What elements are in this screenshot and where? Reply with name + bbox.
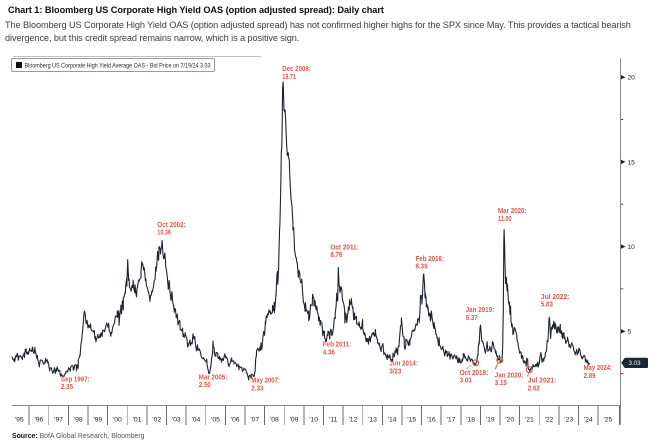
svg-text:'20: '20 [505, 417, 514, 424]
svg-text:5.83: 5.83 [541, 302, 553, 309]
svg-text:2.89: 2.89 [584, 373, 596, 380]
svg-text:2.62: 2.62 [528, 385, 540, 392]
svg-text:'21: '21 [525, 417, 534, 424]
svg-text:Jan 2020:: Jan 2020: [495, 372, 524, 379]
svg-text:'06: '06 [231, 417, 240, 424]
svg-text:8.76: 8.76 [330, 252, 342, 259]
svg-text:'05: '05 [211, 417, 220, 424]
svg-text:'10: '10 [309, 417, 318, 424]
svg-text:'24: '24 [584, 417, 593, 424]
svg-text:'16: '16 [427, 417, 436, 424]
svg-text:8.39: 8.39 [416, 264, 428, 271]
svg-text:19.71: 19.71 [282, 74, 296, 81]
svg-text:'03: '03 [172, 417, 181, 424]
svg-text:'08: '08 [270, 417, 279, 424]
svg-text:'13: '13 [368, 417, 377, 424]
svg-text:'04: '04 [191, 417, 200, 424]
svg-text:3.15: 3.15 [495, 380, 507, 387]
svg-text:Jun 2014:: Jun 2014: [389, 361, 418, 368]
svg-text:'98: '98 [74, 417, 83, 424]
svg-text:'18: '18 [466, 417, 475, 424]
svg-text:'01: '01 [133, 417, 142, 424]
svg-text:Mar 2020:: Mar 2020: [498, 208, 527, 215]
svg-text:'25: '25 [603, 417, 612, 424]
svg-text:2.50: 2.50 [199, 382, 211, 389]
svg-text:5: 5 [628, 329, 632, 336]
svg-text:'17: '17 [447, 417, 456, 424]
svg-text:5.37: 5.37 [466, 315, 478, 322]
svg-text:'15: '15 [407, 417, 416, 424]
svg-text:20: 20 [628, 75, 636, 82]
svg-text:Jan 2019:: Jan 2019: [466, 307, 495, 314]
svg-text:'95: '95 [15, 417, 24, 424]
svg-text:3/23: 3/23 [389, 368, 401, 375]
svg-text:May 2007:: May 2007: [251, 378, 280, 385]
svg-text:15: 15 [628, 159, 636, 166]
svg-text:Oct 2002:: Oct 2002: [157, 222, 186, 229]
svg-text:'11: '11 [329, 417, 338, 424]
svg-text:Sep 1997:: Sep 1997: [61, 376, 90, 383]
svg-text:2.33: 2.33 [251, 385, 263, 392]
svg-text:Oct 2011:: Oct 2011: [330, 245, 359, 252]
svg-text:'96: '96 [34, 417, 43, 424]
svg-text:'09: '09 [290, 417, 299, 424]
svg-text:'99: '99 [93, 417, 102, 424]
svg-text:'02: '02 [152, 417, 161, 424]
svg-text:'19: '19 [486, 417, 495, 424]
svg-text:Jul 2021:: Jul 2021: [528, 378, 557, 385]
svg-text:Bloomberg US Corporate High Yi: Bloomberg US Corporate High Yield Averag… [25, 63, 211, 70]
svg-text:'14: '14 [388, 417, 397, 424]
svg-text:Mar 2005:: Mar 2005: [199, 375, 228, 382]
svg-text:'07: '07 [250, 417, 259, 424]
svg-text:Feb 2011:: Feb 2011: [323, 342, 352, 349]
svg-text:Dec 2008:: Dec 2008: [282, 66, 311, 73]
svg-text:2.35: 2.35 [61, 384, 73, 391]
svg-text:'23: '23 [564, 417, 573, 424]
svg-text:Jul 2022:: Jul 2022: [541, 294, 570, 301]
svg-text:'00: '00 [113, 417, 122, 424]
svg-text:10: 10 [628, 244, 636, 251]
svg-text:4.36: 4.36 [323, 349, 335, 356]
svg-text:3.03: 3.03 [460, 378, 472, 385]
svg-text:May 2024:: May 2024: [584, 365, 613, 372]
svg-text:Oct 2018:: Oct 2018: [460, 370, 489, 377]
svg-text:'22: '22 [545, 417, 554, 424]
svg-text:3.03: 3.03 [629, 360, 642, 367]
svg-text:'97: '97 [54, 417, 63, 424]
svg-text:'12: '12 [348, 417, 357, 424]
svg-text:Feb 2016:: Feb 2016: [416, 256, 445, 263]
svg-text:11.00: 11.00 [498, 216, 512, 223]
svg-text:10.36: 10.36 [157, 230, 171, 237]
